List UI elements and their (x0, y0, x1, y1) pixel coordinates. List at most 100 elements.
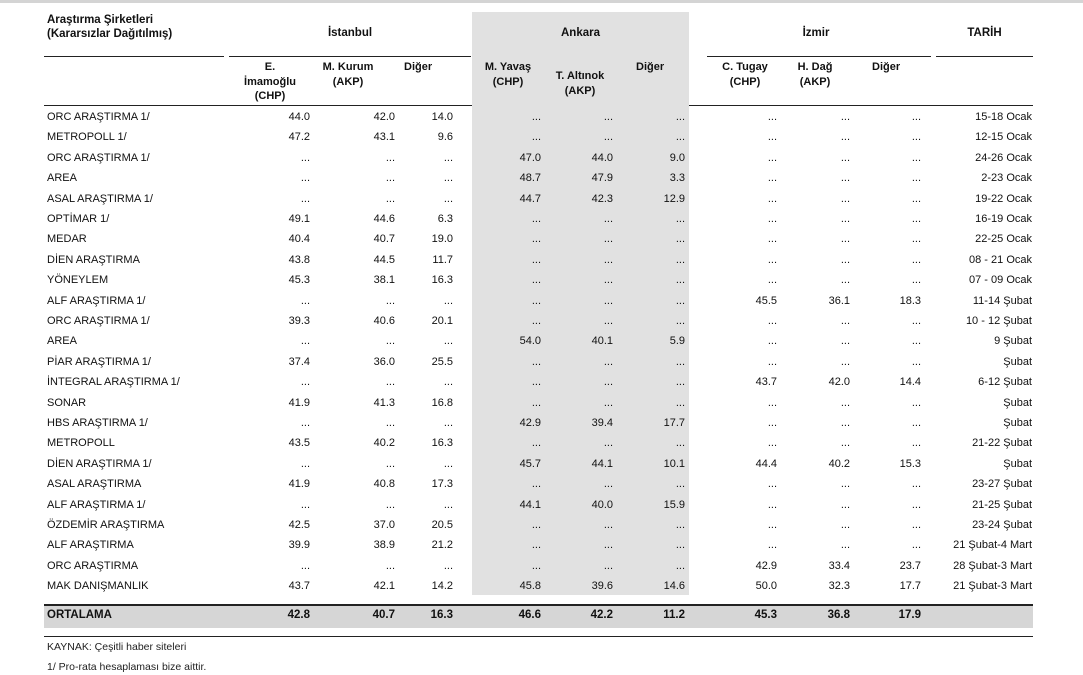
cell-value: ... (911, 192, 921, 205)
survey-date: 9 Şubat (994, 335, 1032, 348)
cell-value: ... (675, 213, 685, 225)
cell-value: 9.0 (669, 151, 685, 164)
cell-value: ... (840, 417, 850, 429)
cell-value: ... (675, 396, 685, 409)
cell-value: ... (531, 559, 541, 572)
table-row: METROPOLL 1/47.2 43.1 9.6.................… (0, 127, 1083, 147)
cell-value: ... (603, 519, 613, 531)
cell-value: 25.5 (431, 355, 453, 368)
cell-value: 44.1 (519, 498, 541, 511)
survey-date: 23-27 Şubat (972, 478, 1032, 491)
table-row: ASAL ARAŞTIRMA 41.9 40.8 17.3..............… (0, 474, 1083, 494)
cell-value: 39.6 (591, 580, 613, 593)
cell-value: 17.7 (663, 417, 685, 429)
cell-value: ... (531, 539, 541, 552)
cell-value: ... (603, 437, 613, 450)
subheader-izmir-diger: Diğer (872, 60, 900, 75)
company-name: ORC ARAŞTIRMA 1/ (47, 111, 150, 123)
cell-value: ... (767, 539, 777, 552)
cell-value: ... (300, 417, 310, 429)
cell-value: 36.0 (373, 355, 395, 368)
cell-value: ... (385, 192, 395, 205)
cell-value: ... (443, 498, 453, 511)
cell-value: ... (840, 111, 850, 123)
survey-date: 21 Şubat-4 Mart (953, 539, 1032, 552)
cell-value: 40.2 (373, 437, 395, 450)
cell-value: 42.9 (755, 559, 777, 572)
cell-value: 9.6 (437, 131, 453, 144)
cell-value: ... (840, 355, 850, 368)
subheader-imamoglu-line2: İmamoğlu (244, 75, 296, 88)
cell-value: 42.0 (373, 111, 395, 123)
cell-value: ... (603, 559, 613, 572)
cell-value: 45.7 (519, 457, 541, 470)
cell-value: 43.7 (288, 580, 310, 593)
company-name: ALF ARAŞTIRMA 1/ (47, 294, 146, 307)
cell-value: ... (300, 498, 310, 511)
cell-value: 33.4 (828, 559, 850, 572)
cell-value: ... (675, 539, 685, 552)
cell-value: ... (385, 335, 395, 348)
cell-value: 10.1 (663, 457, 685, 470)
subheader-izmir-diger-line1: Diğer (872, 61, 901, 73)
cell-value: ... (840, 437, 850, 450)
cell-value: ... (840, 233, 850, 246)
cell-value: ... (300, 151, 310, 164)
cell-value: ... (443, 457, 453, 470)
cell-value: 23.7 (899, 559, 921, 572)
cell-value: ... (767, 111, 777, 123)
cell-value: ... (675, 131, 685, 144)
cell-value: ... (603, 355, 613, 368)
cell-value: 54.0 (519, 335, 541, 348)
cell-value: ... (767, 253, 777, 266)
cell-value: ... (911, 233, 921, 246)
cell-value: 42.9 (519, 417, 541, 429)
cell-value: ... (443, 151, 453, 164)
cell-value: ... (300, 335, 310, 348)
table-title: Araştırma Şirketleri (Kararsızlar Dağıtı… (47, 13, 172, 41)
company-name: ALF ARAŞTIRMA 1/ (47, 498, 146, 511)
company-name: ASAL ARAŞTIRMA (47, 478, 142, 491)
cell-value: ... (840, 539, 850, 552)
survey-date: 22-25 Ocak (975, 233, 1032, 246)
cell-value: ... (603, 396, 613, 409)
table-row: YÖNEYLEM 45.3 38.1 16.3.................. 07… (0, 270, 1083, 290)
table-row: ÖZDEMİR ARAŞTIRMA 42.5 37.0 20.5...........… (0, 515, 1083, 535)
cell-value: 20.1 (431, 315, 453, 327)
cell-value: 14.2 (431, 580, 453, 593)
table-row: DİEN ARAŞTIRMA 1/......... 45.7 44.1 10.1 44… (0, 454, 1083, 474)
cell-value: ... (443, 294, 453, 307)
subheader-tugay: C. Tugay (CHP) (715, 60, 775, 89)
cell-value: ... (840, 192, 850, 205)
cell-value: 41.3 (373, 396, 395, 409)
table-row: MAK DANIŞMANLIK 43.7 42.1 14.2 45.8 39.6 14.6 5… (0, 576, 1083, 596)
survey-date: 11-14 Şubat (972, 294, 1032, 307)
cell-value: ... (911, 253, 921, 266)
average-value: 46.6 (518, 609, 541, 621)
company-name: ORC ARAŞTIRMA (47, 559, 139, 572)
table-row: AREA......... 48.7 47.9 3.3......... 2-23 Oc… (0, 168, 1083, 188)
cell-value: ... (840, 274, 850, 287)
table-row: ORC ARAŞTIRMA.................. 42.9 33.4 2… (0, 556, 1083, 576)
cell-value: ... (767, 172, 777, 185)
company-name: MAK DANIŞMANLIK (47, 580, 149, 593)
tarih-underline (936, 56, 1033, 57)
subheader-kurum-line1: M. Kurum (322, 61, 374, 73)
cell-value: ... (531, 233, 541, 246)
average-value: 16.3 (430, 609, 453, 621)
cell-value: ... (675, 519, 685, 531)
cell-value: ... (675, 559, 685, 572)
cell-value: 21.2 (431, 539, 453, 552)
table-title-line2: (Kararsızlar Dağıtılmış) (47, 28, 173, 40)
table-row: DİEN ARAŞTIRMA 43.8 44.5 11.7..............… (0, 250, 1083, 270)
cell-value: 43.8 (288, 253, 310, 266)
subheader-dag: H. Dağ (AKP) (787, 60, 843, 89)
cell-value: ... (603, 233, 613, 246)
cell-value: ... (767, 478, 777, 491)
survey-date: 21 Şubat-3 Mart (953, 580, 1032, 593)
cell-value: ... (675, 274, 685, 287)
cell-value: 17.3 (431, 478, 453, 491)
table-row: ORC ARAŞTIRMA 1/39.3 40.6 20.1............… (0, 311, 1083, 331)
cell-value: ... (385, 559, 395, 572)
cell-value: ... (443, 376, 453, 389)
